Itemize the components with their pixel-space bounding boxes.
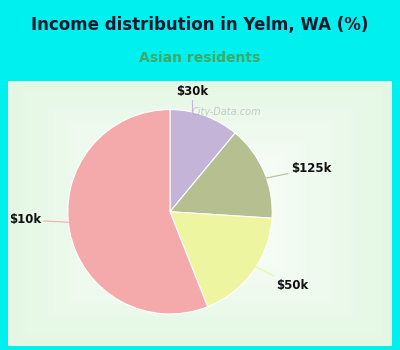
Text: $10k: $10k bbox=[9, 214, 105, 226]
Wedge shape bbox=[170, 133, 272, 218]
Text: Income distribution in Yelm, WA (%): Income distribution in Yelm, WA (%) bbox=[31, 16, 369, 34]
Text: Asian residents: Asian residents bbox=[139, 51, 261, 65]
Wedge shape bbox=[68, 110, 208, 314]
Text: City-Data.com: City-Data.com bbox=[191, 107, 261, 117]
Text: $30k: $30k bbox=[176, 85, 208, 149]
Text: $125k: $125k bbox=[231, 162, 331, 186]
Wedge shape bbox=[170, 110, 235, 212]
Text: $50k: $50k bbox=[224, 251, 309, 292]
Wedge shape bbox=[170, 212, 272, 307]
